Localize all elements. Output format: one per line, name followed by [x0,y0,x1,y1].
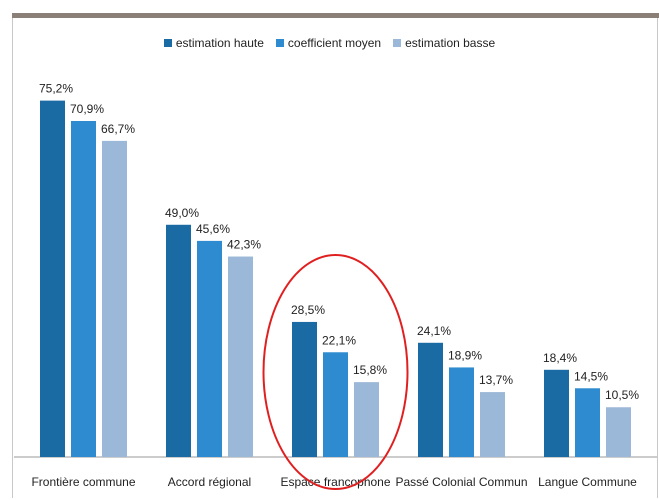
data-label: 70,9% [70,102,104,116]
data-label: 15,8% [353,363,387,377]
legend-item: estimation basse [393,36,495,50]
bar [418,342,443,457]
data-label: 18,9% [448,348,482,362]
data-label: 42,3% [227,238,261,252]
data-label: 13,7% [479,373,513,387]
legend-swatch [275,39,284,47]
legend-item: estimation haute [163,36,264,50]
bar [40,100,65,457]
bar [575,388,600,457]
legend-label: estimation haute [175,36,264,50]
bar [449,367,474,457]
data-label: 45,6% [196,222,230,236]
x-tick-label: Passé Colonial Commun [395,475,527,489]
bar [354,382,379,457]
x-tick-label: Langue Commune [538,475,637,489]
data-label: 14,5% [574,369,608,383]
top-bar [0,0,659,18]
legend-swatch [163,39,172,47]
x-tick-label: Accord régional [168,475,251,489]
legend-label: coefficient moyen [287,36,382,50]
data-label: 66,7% [101,122,135,136]
bar [166,224,191,457]
data-label: 18,4% [543,351,577,365]
data-label: 28,5% [291,303,325,317]
chart-frame [12,18,658,498]
bar [606,407,631,457]
top-band [12,13,659,18]
legend-swatch [393,39,402,47]
legend-item: coefficient moyen [275,36,382,50]
x-tick-label: Frontière commune [31,475,135,489]
x-tick-label: Espace francophone [280,475,390,489]
data-label: 24,1% [417,324,451,338]
bar [197,240,222,457]
bar [323,352,348,457]
bar [544,369,569,457]
data-label: 75,2% [39,82,73,96]
bar [71,120,96,457]
highlight-ellipse [262,254,409,490]
legend-label: estimation basse [405,36,496,50]
bar [292,321,317,457]
bar [102,140,127,458]
data-label: 10,5% [605,388,639,402]
bar [480,392,505,457]
legend: estimation haute coefficient moyen estim… [0,36,659,50]
data-label: 49,0% [165,206,199,220]
bar [228,256,253,457]
data-label: 22,1% [322,333,356,347]
